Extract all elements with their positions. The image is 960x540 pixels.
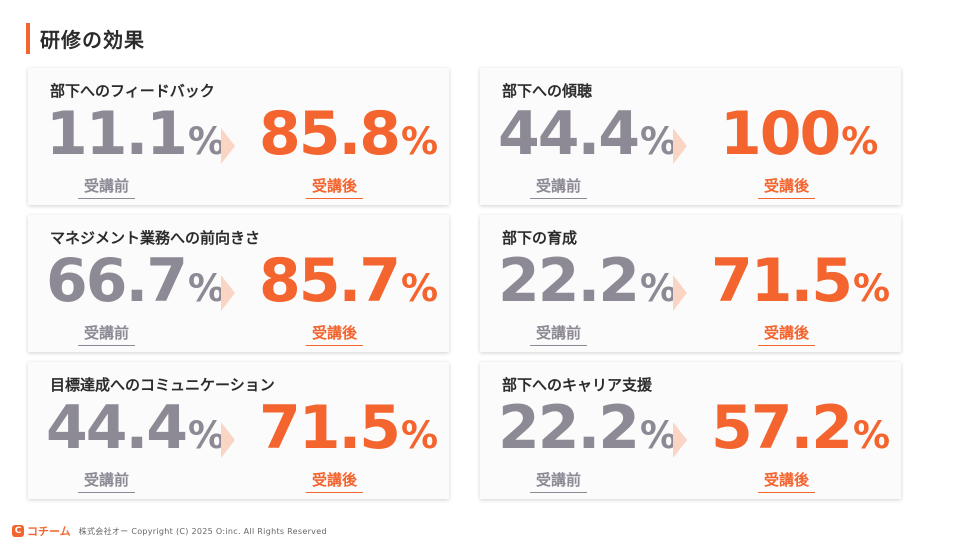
after-value: 85.8% xyxy=(259,99,439,169)
logo-icon: C xyxy=(12,525,24,537)
effect-card-feedback: 部下へのフィードバック 11.1% 85.8% 受講前 受講後 xyxy=(28,68,449,205)
after-label: 受講後 xyxy=(306,469,364,493)
arrow-chevron-icon xyxy=(673,275,687,311)
after-label: 受講後 xyxy=(758,469,816,493)
card-title: マネジメント業務への前向きさ xyxy=(50,229,261,247)
after-label: 受講後 xyxy=(758,175,816,199)
after-value: 85.7% xyxy=(259,246,439,316)
before-value: 22.2% xyxy=(498,246,678,316)
arrow-chevron-icon xyxy=(221,422,235,458)
effect-card-goal-communication: 目標達成へのコミュニケーション 44.4% 71.5% 受講前 受講後 xyxy=(28,362,449,499)
effect-card-management-attitude: マネジメント業務への前向きさ 66.7% 85.7% 受講前 受講後 xyxy=(28,215,449,352)
card-title: 目標達成へのコミュニケーション xyxy=(50,376,275,394)
footer: C コチーム 株式会社オー Copyright (C) 2025 O:inc. … xyxy=(12,523,327,539)
after-value: 57.2% xyxy=(711,393,891,463)
after-label: 受講後 xyxy=(306,175,364,199)
page-title-bar: 研修の効果 xyxy=(26,23,145,54)
title-accent-bar xyxy=(26,23,30,54)
before-label: 受講前 xyxy=(78,469,136,493)
effect-card-development: 部下の育成 22.2% 71.5% 受講前 受講後 xyxy=(480,215,901,352)
before-value: 11.1% xyxy=(46,99,226,169)
card-title: 部下へのフィードバック xyxy=(50,82,215,100)
effect-card-listening: 部下への傾聴 44.4% 100% 受講前 受講後 xyxy=(480,68,901,205)
before-label: 受講前 xyxy=(78,175,136,199)
card-title: 部下へのキャリア支援 xyxy=(502,376,653,394)
before-value: 66.7% xyxy=(46,246,226,316)
logo-text: コチーム xyxy=(27,525,71,538)
arrow-chevron-icon xyxy=(673,128,687,164)
arrow-chevron-icon xyxy=(221,275,235,311)
after-label: 受講後 xyxy=(306,322,364,346)
card-title: 部下への傾聴 xyxy=(502,82,593,100)
before-value: 22.2% xyxy=(498,393,678,463)
after-value: 71.5% xyxy=(259,393,439,463)
page-title: 研修の効果 xyxy=(40,28,145,52)
before-label: 受講前 xyxy=(530,322,588,346)
after-value: 71.5% xyxy=(711,246,891,316)
before-label: 受講前 xyxy=(530,175,588,199)
before-label: 受講前 xyxy=(530,469,588,493)
arrow-chevron-icon xyxy=(673,422,687,458)
after-value: 100% xyxy=(720,99,879,169)
card-title: 部下の育成 xyxy=(502,229,578,247)
before-value: 44.4% xyxy=(46,393,226,463)
before-label: 受講前 xyxy=(78,322,136,346)
after-label: 受講後 xyxy=(758,322,816,346)
effect-card-career-support: 部下へのキャリア支援 22.2% 57.2% 受講前 受講後 xyxy=(480,362,901,499)
arrow-chevron-icon xyxy=(221,128,235,164)
copyright-text: 株式会社オー Copyright (C) 2025 O:inc. All Rig… xyxy=(78,526,327,536)
before-value: 44.4% xyxy=(498,99,678,169)
